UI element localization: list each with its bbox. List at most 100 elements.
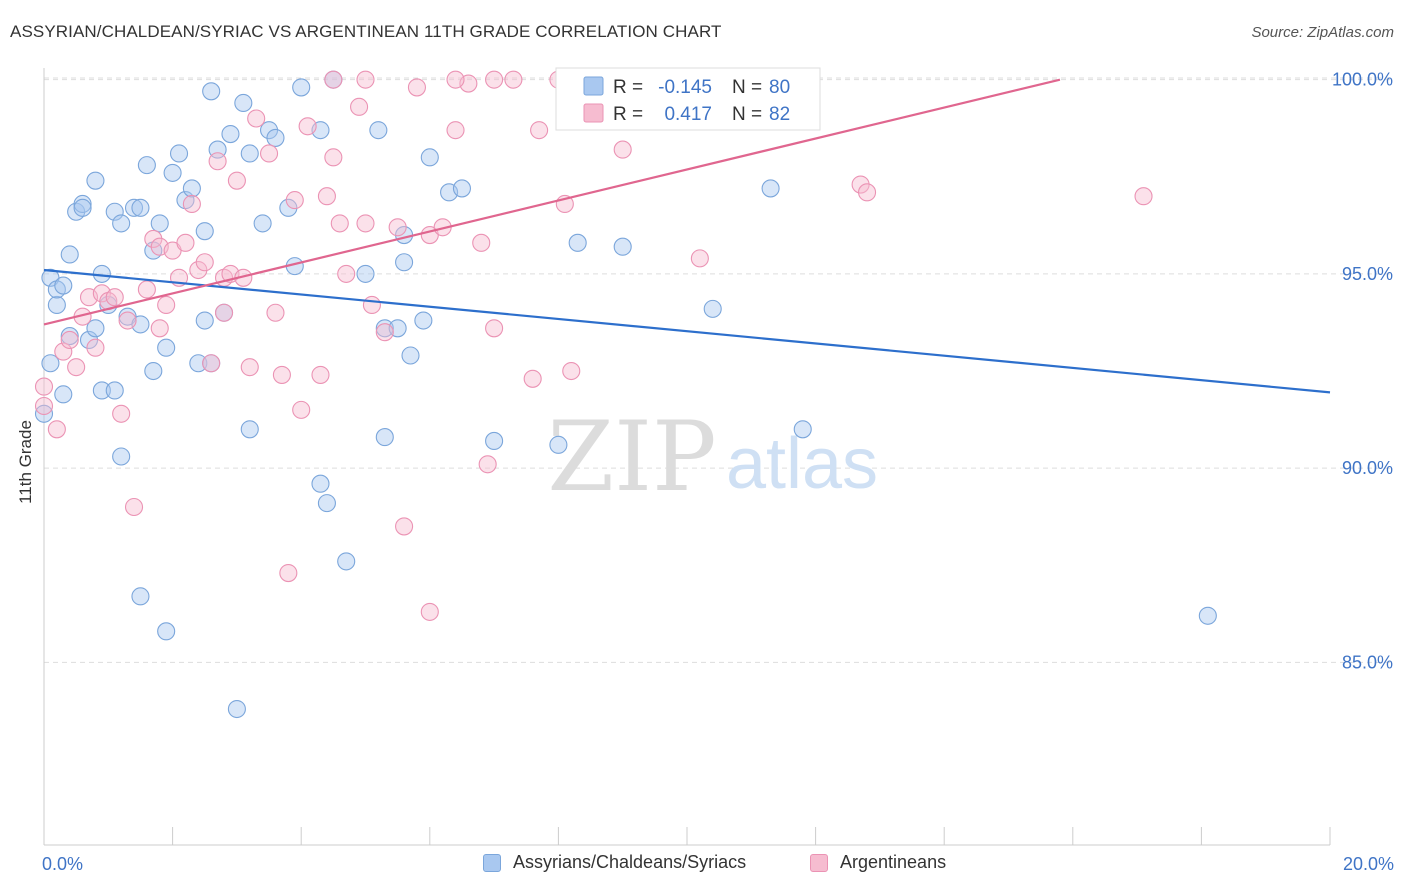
data-point-pink [324,70,343,89]
data-point-blue [112,214,131,233]
stats-legend-blue-swatch [583,76,604,96]
data-point-blue [195,222,214,241]
stats-legend-pink-swatch [583,103,604,123]
watermark-zip: ZIP [547,401,716,513]
data-point-pink [613,140,632,159]
data-point-pink [47,420,66,439]
data-point-blue [144,361,163,381]
data-point-pink [195,253,214,272]
data-point-pink [227,171,246,190]
data-point-blue [41,354,60,373]
data-point-blue [266,128,285,147]
data-point-pink [214,303,234,322]
legend-item-assyrians[interactable]: Assyrians/Chaldeans/Syriacs [483,852,746,873]
data-point-blue [137,156,156,175]
data-point-blue [73,194,92,214]
data-point-pink [362,295,381,315]
data-point-blue [317,494,336,513]
data-point-pink [472,233,491,252]
data-point-pink [292,400,311,419]
data-point-blue [34,404,54,423]
x-tick-label: 0.0% [42,854,83,874]
data-point-blue [131,198,150,217]
y-tick-label: 85.0% [1342,652,1393,672]
data-point-pink [105,288,124,307]
data-point-pink [60,330,79,350]
data-point-blue [73,198,92,217]
data-point-blue [163,163,182,182]
y-axis-label: 11th Grade [16,420,35,504]
series-assyrians-points [34,70,1217,719]
data-point-pink [285,191,304,210]
data-point-pink [485,319,504,338]
data-point-pink [202,354,221,373]
data-point-blue [395,253,414,272]
x-tick-label: 20.0% [1343,854,1394,874]
data-point-blue [221,124,240,144]
data-point-blue [86,319,105,338]
data-point-pink [54,342,73,361]
source-label: Source: ZipAtlas.com [1251,24,1394,41]
data-point-pink [857,183,877,202]
trend-lines [43,78,1331,394]
data-point-pink [1134,187,1153,206]
data-point-pink [407,78,426,97]
data-point-blue [568,233,587,252]
data-point-blue [452,179,472,198]
data-point-blue [92,381,111,400]
data-point-pink [247,109,266,128]
stats-r-value-2: 0.417 [664,104,712,125]
data-point-pink [530,121,549,140]
data-point-blue [182,179,201,198]
data-point-blue [375,428,394,447]
data-point-pink [350,97,369,116]
data-point-pink [176,233,195,252]
series-legend: Assyrians/Chaldeans/Syriacs Argentineans [0,852,1406,878]
series-argentineans-points [34,70,1153,621]
data-point-blue [54,385,73,404]
data-point-blue [311,474,330,493]
data-point-blue [54,276,73,295]
data-point-blue [356,264,375,283]
data-point-blue [414,311,433,330]
data-point-pink [67,358,86,377]
data-point-pink [112,404,131,423]
data-point-pink [157,295,176,315]
data-point-blue [86,171,105,190]
data-point-pink [298,117,317,136]
data-point-pink [272,365,291,384]
data-point-pink [356,214,375,233]
data-point-blue [485,431,504,451]
data-point-blue [375,319,394,338]
data-point-blue [157,338,176,357]
data-point-pink [420,602,439,621]
data-point-pink [208,152,227,171]
data-point-pink [124,497,144,517]
data-point-blue [420,148,439,167]
data-point-blue [234,93,253,113]
data-point-blue [1198,606,1217,625]
stats-legend: R = -0.145 N = 80 R = 0.417 N = 82 [555,67,821,131]
data-point-pink [240,358,259,377]
data-point-pink [34,396,54,416]
data-point-blue [292,78,311,97]
data-point-blue [124,198,144,217]
stats-r-value-1: -0.145 [658,77,712,98]
y-tick-label: 95.0% [1342,264,1393,284]
data-point-blue [337,552,356,571]
data-point-pink [562,361,581,381]
legend-label-argentineans: Argentineans [840,852,947,872]
legend-item-argentineans[interactable]: Argentineans [810,852,946,873]
data-point-pink [388,218,407,237]
data-point-pink [330,214,349,233]
data-point-pink [86,338,105,357]
data-point-pink [337,264,356,283]
chart-title: ASSYRIAN/CHALDEAN/SYRIAC VS ARGENTINEAN … [10,22,722,41]
data-point-pink [137,280,156,299]
data-point-blue [613,237,632,256]
data-point-pink [150,319,169,338]
axes: 85.0% 90.0% 95.0% 100.0% 0.0% 20.0% [42,68,1394,874]
data-point-blue [131,587,150,606]
watermark: ZIP atlas [547,401,878,513]
